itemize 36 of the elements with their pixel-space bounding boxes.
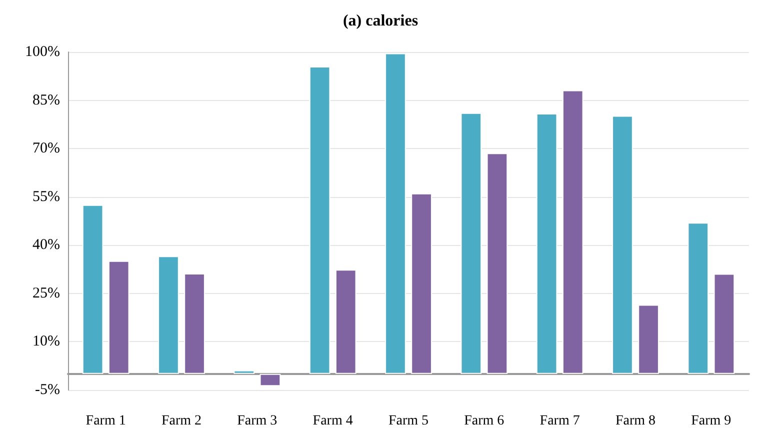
bar <box>234 370 255 374</box>
bar <box>612 116 633 374</box>
y-tick-label: 25% <box>32 285 60 302</box>
bar <box>335 270 356 374</box>
x-tick-label: Farm 7 <box>540 414 580 428</box>
bar <box>714 274 735 374</box>
bar <box>385 53 406 374</box>
bar <box>82 204 104 374</box>
y-tick-label: 10% <box>32 334 60 350</box>
y-tick-label: 85% <box>32 92 60 108</box>
x-tick-label: Farm 3 <box>237 414 278 428</box>
bar <box>460 112 482 374</box>
bar <box>260 374 281 386</box>
bar <box>536 113 558 374</box>
bar <box>411 193 432 374</box>
bar <box>688 222 709 374</box>
bar <box>184 273 205 374</box>
x-tick-label: Farm 5 <box>388 414 429 428</box>
x-tick-label: Farm 2 <box>161 414 202 428</box>
bar <box>486 153 508 374</box>
bar <box>309 66 330 374</box>
x-tick-label: Farm 8 <box>615 414 656 428</box>
chart-title: (a) calories <box>342 12 418 30</box>
y-tick-label: 100% <box>25 44 60 60</box>
x-tick-label: Farm 4 <box>312 414 353 428</box>
bar <box>562 90 584 374</box>
y-tick-label: 55% <box>32 188 60 205</box>
x-tick-label: Farm 6 <box>464 414 504 428</box>
y-tick-label: 40% <box>32 237 60 254</box>
y-tick-label: -5% <box>35 382 60 398</box>
x-tick-label: Farm 9 <box>691 414 732 428</box>
bar <box>158 256 179 374</box>
y-tick-label: 70% <box>32 140 60 157</box>
bar <box>108 260 130 374</box>
bar <box>638 304 659 374</box>
x-tick-label: Farm 1 <box>86 414 126 428</box>
